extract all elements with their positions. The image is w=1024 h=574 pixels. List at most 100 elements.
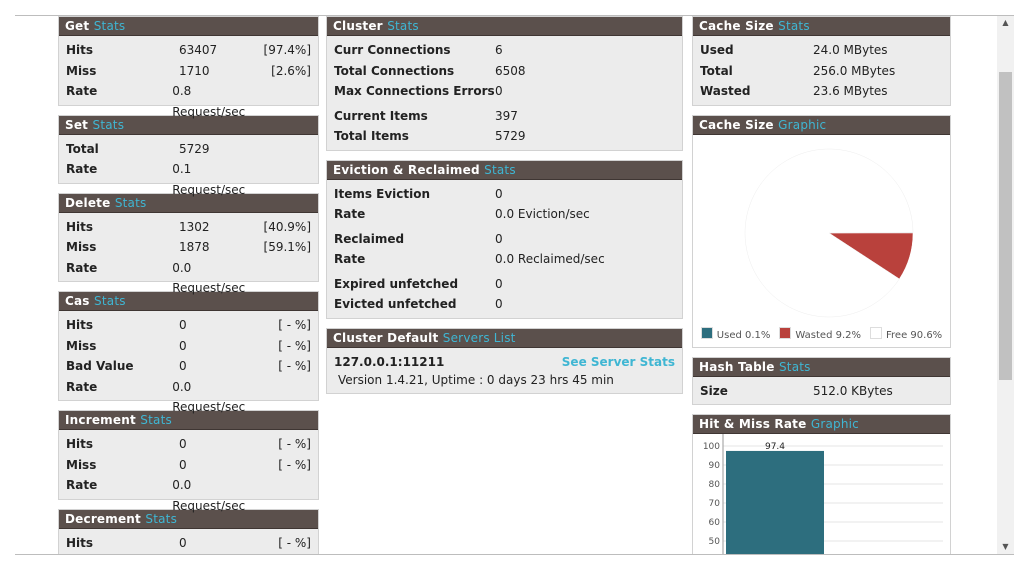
stat-value: 24.0 MBytes [813, 43, 888, 57]
stat-percent: [ - %] [278, 535, 311, 550]
stat-value: 397 [495, 108, 518, 123]
stats-link[interactable]: Stats [387, 19, 419, 33]
vertical-scrollbar[interactable]: ▲ ▼ [997, 16, 1014, 554]
table-row: Rate 0.1 Request/sec [66, 159, 311, 197]
stats-link[interactable]: Stats [93, 19, 126, 33]
stat-label: Rate [66, 162, 98, 176]
table-row: Hits 0 [ - %] [66, 533, 311, 554]
table-row: Total 5729 [66, 139, 311, 160]
stat-label: Rate [334, 207, 366, 221]
table-row: Miss 0 [ - %] [66, 336, 311, 357]
stat-value: 0.0 Eviction/sec [495, 207, 590, 221]
table-row: Size 512.0 KBytes [700, 381, 943, 402]
stat-label: Miss [66, 338, 97, 353]
hit-miss-bar-chart: 100 90 80 70 60 50 97.4 [703, 434, 943, 554]
stats-link[interactable]: Stats [94, 294, 126, 308]
table-row: Hits 63407 [97.4%] [66, 40, 311, 61]
cache-size-panel: Cache Size Stats Used 24.0 MBytes Total 25… [692, 16, 951, 106]
panel-header: Increment Stats [59, 411, 318, 430]
page-viewport: Get Stats Hits 63407 [97.4%] Miss 1710 [2.6%] R… [15, 15, 1014, 555]
stats-link[interactable]: Stats [778, 359, 811, 374]
table-row: Rate 0.0 Eviction/sec [334, 204, 675, 225]
stat-value: 0 [179, 359, 187, 373]
hit-miss-panel: Hit & Miss Rate Graphic 100 90 80 70 60 50 97.… [692, 414, 951, 554]
graphic-link[interactable]: Graphic [810, 417, 859, 431]
pie-slice-free [744, 148, 914, 317]
y-tick-label: 90 [709, 461, 721, 471]
stats-link[interactable]: Stats [114, 195, 147, 210]
panel-header: Delete Stats [59, 193, 318, 213]
right-column: Cache Size Stats Used 24.0 MBytes Total 25… [692, 16, 951, 554]
stat-percent [245, 81, 311, 102]
stats-link[interactable]: Stats [145, 511, 178, 526]
see-server-stats-link[interactable]: See Server Stats [561, 354, 675, 369]
stat-value: 1302 [179, 219, 210, 234]
stat-percent: [ - %] [278, 457, 311, 472]
table-row: Rate 0.0 Request/sec [66, 258, 311, 296]
stat-label: Hits [66, 43, 94, 57]
panel-header: Cache Size Stats [693, 17, 950, 36]
graphic-link[interactable]: Graphic [778, 117, 827, 132]
scroll-down-icon[interactable]: ▼ [1002, 542, 1009, 551]
legend-item: Free 90.6% [870, 326, 942, 341]
table-row: Items Eviction 0 [334, 184, 675, 205]
stat-label: Evicted unfetched [334, 297, 457, 311]
panel-header: Decrement Stats [59, 509, 318, 529]
panel-header: Cas Stats [59, 292, 318, 311]
panel-title: Set [65, 117, 89, 132]
increment-stats-panel: Increment Stats Hits 0 [ - %] Miss 0 [ - %] Rat… [58, 410, 319, 513]
table-row: Rate 0.0 Request/sec [66, 377, 311, 415]
panel-title: Hit & Miss Rate [699, 417, 807, 431]
table-row: Bad Value 0 [ - %] [66, 356, 311, 377]
stat-value: 0.8 Request/sec [172, 84, 246, 119]
servers-list-link[interactable]: Servers List [442, 330, 516, 345]
table-row: Used 24.0 MBytes [700, 40, 943, 61]
panel-title: Eviction & Reclaimed [333, 162, 480, 177]
legend-label: Used 0.1% [716, 329, 771, 341]
stat-value: 6 [495, 43, 503, 57]
stat-label: Total Connections [334, 63, 455, 78]
y-tick-label: 80 [709, 480, 721, 490]
stat-value: 0 [179, 535, 187, 550]
panel-header: Eviction & Reclaimed Stats [327, 160, 682, 180]
stats-link[interactable]: Stats [778, 19, 810, 33]
table-row: Max Connections Errors 0 [334, 81, 675, 102]
stat-label: Miss [66, 240, 97, 254]
table-row: Total Connections 6508 [334, 61, 675, 82]
cas-stats-panel: Cas Stats Hits 0[ - %] Miss 0[ - %] Bad Value… [58, 291, 319, 415]
y-tick-label: 60 [709, 518, 721, 528]
stat-value: 63407 [179, 43, 218, 57]
stat-percent: [ - %] [278, 318, 311, 332]
panel-header: Hit & Miss Rate Graphic [693, 415, 950, 434]
bar-data-label: 97.4 [765, 442, 785, 452]
scrollbar-thumb[interactable] [999, 72, 1012, 380]
panel-title: Decrement [65, 511, 141, 526]
center-column: Cluster Stats Curr Connections 6 Total Co… [326, 16, 683, 403]
panel-title: Cache Size [699, 19, 774, 33]
panel-title: Get [65, 19, 90, 33]
get-stats-panel: Get Stats Hits 63407 [97.4%] Miss 1710 [2.6%] R… [58, 16, 319, 119]
stats-link[interactable]: Stats [92, 117, 125, 132]
stat-value: 0 [179, 338, 187, 353]
table-row: Evicted unfetched 0 [334, 294, 675, 315]
bar-hit [726, 450, 824, 554]
stat-label: Rate [66, 478, 98, 492]
server-info: Version 1.4.21, Uptime : 0 days 23 hrs 4… [338, 372, 614, 387]
hash-table-panel: Hash Table Stats Size 512.0 KBytes [692, 356, 951, 405]
stat-value: 0 [179, 318, 187, 332]
table-row: Miss 1878 [59.1%] [66, 237, 311, 258]
stats-link[interactable]: Stats [140, 413, 172, 427]
stats-link[interactable]: Stats [484, 162, 516, 177]
stat-label: Items Eviction [334, 186, 431, 201]
stat-label: Rate [334, 252, 366, 266]
stat-value: 0 [495, 297, 503, 311]
stat-percent [245, 377, 311, 398]
stat-percent: [ - %] [278, 359, 311, 373]
stat-value: 512.0 KBytes [813, 383, 893, 398]
left-column: Get Stats Hits 63407 [97.4%] Miss 1710 [2.6%] R… [58, 16, 319, 554]
stat-value: 0 [495, 231, 503, 246]
stat-percent: [97.4%] [263, 43, 311, 57]
stat-value: 6508 [495, 63, 526, 78]
stat-label: Wasted [700, 84, 751, 98]
scroll-up-icon[interactable]: ▲ [1002, 18, 1009, 27]
